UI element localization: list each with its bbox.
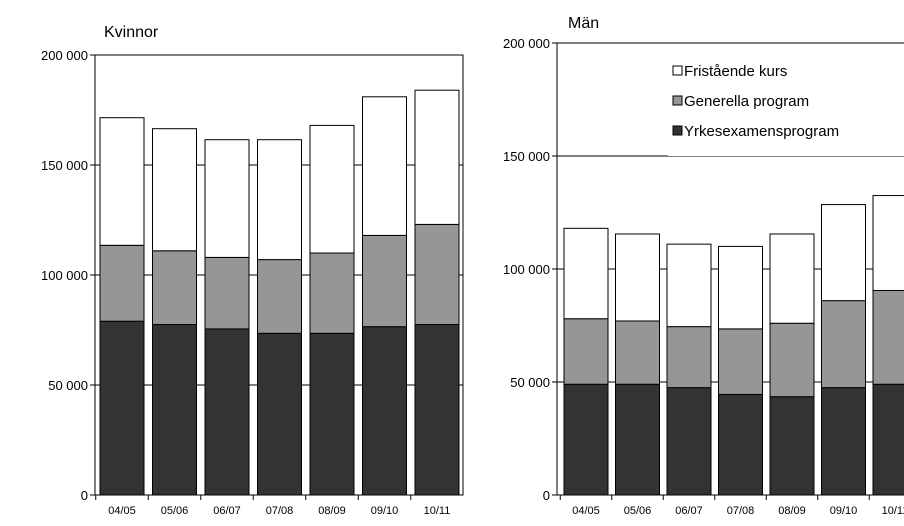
bar-yrkesexamensprogram [563, 383, 609, 496]
bar-generella-program [309, 252, 355, 334]
bar-generella-program [872, 289, 904, 385]
bar-fristaende-kurs [309, 124, 355, 254]
x-tick-label: 07/08 [727, 505, 755, 517]
y-tick-label: 100 000 [41, 268, 88, 283]
legend-box [668, 56, 904, 156]
chart-title-man: Män [568, 15, 599, 32]
bar-yrkesexamensprogram [362, 326, 407, 496]
bar-fristaende-kurs [204, 139, 250, 258]
bar-yrkesexamensprogram [204, 328, 250, 496]
bar-generella-program [99, 244, 145, 322]
bar-fristaende-kurs [257, 139, 302, 261]
bar-yrkesexamensprogram [257, 332, 302, 496]
bar-fristaende-kurs [152, 128, 197, 252]
bar-fristaende-kurs [362, 96, 407, 236]
bar-yrkesexamensprogram [821, 387, 866, 496]
y-tick-label: 50 000 [48, 378, 88, 393]
bar-fristaende-kurs [414, 89, 460, 225]
x-tick-label: 07/08 [266, 505, 294, 517]
legend-label-fristaende-kurs: Fristående kurs [684, 63, 787, 80]
bar-generella-program [204, 256, 250, 330]
y-tick-label: 100 000 [503, 262, 550, 277]
chart-kvinnor: 0 50 000 100 000 150 000 200 000 04/05 05/06 06… [41, 24, 464, 517]
y-tick-label: 200 000 [503, 36, 550, 51]
bar-generella-program [769, 322, 815, 398]
bar-yrkesexamensprogram [769, 396, 815, 496]
bar-fristaende-kurs [563, 227, 609, 320]
bar-fristaende-kurs [666, 243, 712, 328]
legend-swatch-yrkesexamensprogram [672, 125, 683, 136]
x-tick-label: 09/10 [371, 505, 399, 517]
bar-yrkesexamensprogram [152, 324, 197, 496]
y-tick-label: 200 000 [41, 48, 88, 63]
bar-generella-program [718, 328, 763, 395]
bar-yrkesexamensprogram [309, 332, 355, 496]
x-tick-label: 10/11 [882, 505, 904, 517]
legend-label-generella-program: Generella program [684, 93, 809, 110]
x-tick-label: 09/10 [830, 505, 858, 517]
bar-generella-program [563, 318, 609, 385]
bar-yrkesexamensprogram [99, 320, 145, 496]
y-tick-label: 150 000 [41, 158, 88, 173]
bar-fristaende-kurs [872, 195, 904, 291]
x-tick-label: 05/06 [161, 505, 189, 517]
bar-generella-program [414, 223, 460, 325]
bar-fristaende-kurs [99, 117, 145, 246]
y-tick-label: 50 000 [510, 375, 550, 390]
legend-swatch-generella-program [672, 95, 683, 106]
chart-title-kvinnor: Kvinnor [104, 24, 159, 41]
bar-fristaende-kurs [615, 233, 660, 322]
bar-generella-program [257, 259, 302, 334]
legend-label-yrkesexamensprogram: Yrkesexamensprogram [684, 123, 839, 140]
bar-fristaende-kurs [718, 245, 763, 330]
bar-generella-program [615, 320, 660, 385]
x-tick-label: 08/09 [318, 505, 346, 517]
bar-generella-program [362, 234, 407, 328]
bar-yrkesexamensprogram [615, 383, 660, 496]
x-tick-label: 10/11 [424, 505, 451, 517]
x-tick-label: 04/05 [108, 505, 136, 517]
bar-generella-program [152, 250, 197, 325]
y-tick-label: 0 [543, 488, 550, 503]
bar-yrkesexamensprogram [414, 324, 460, 496]
bar-fristaende-kurs [821, 204, 866, 302]
x-tick-label: 04/05 [572, 505, 600, 517]
chart-man: 0 50 000 100 000 150 000 200 000 04/05 05/06 06… [503, 15, 904, 517]
y-tick-label: 150 000 [503, 149, 550, 164]
x-tick-label: 06/07 [213, 505, 241, 517]
legend-swatch-fristaende-kurs [672, 65, 683, 76]
legend: Fristående kurs Generella program Yrkesexa… [668, 56, 904, 156]
bar-generella-program [821, 300, 866, 389]
bar-fristaende-kurs [769, 233, 815, 324]
y-tick-label: 0 [81, 488, 88, 503]
bar-yrkesexamensprogram [718, 393, 763, 496]
x-tick-label: 06/07 [675, 505, 703, 517]
bar-yrkesexamensprogram [666, 387, 712, 496]
bar-yrkesexamensprogram [872, 383, 904, 496]
bar-generella-program [666, 326, 712, 389]
x-tick-label: 05/06 [624, 505, 652, 517]
x-tick-label: 08/09 [778, 505, 806, 517]
